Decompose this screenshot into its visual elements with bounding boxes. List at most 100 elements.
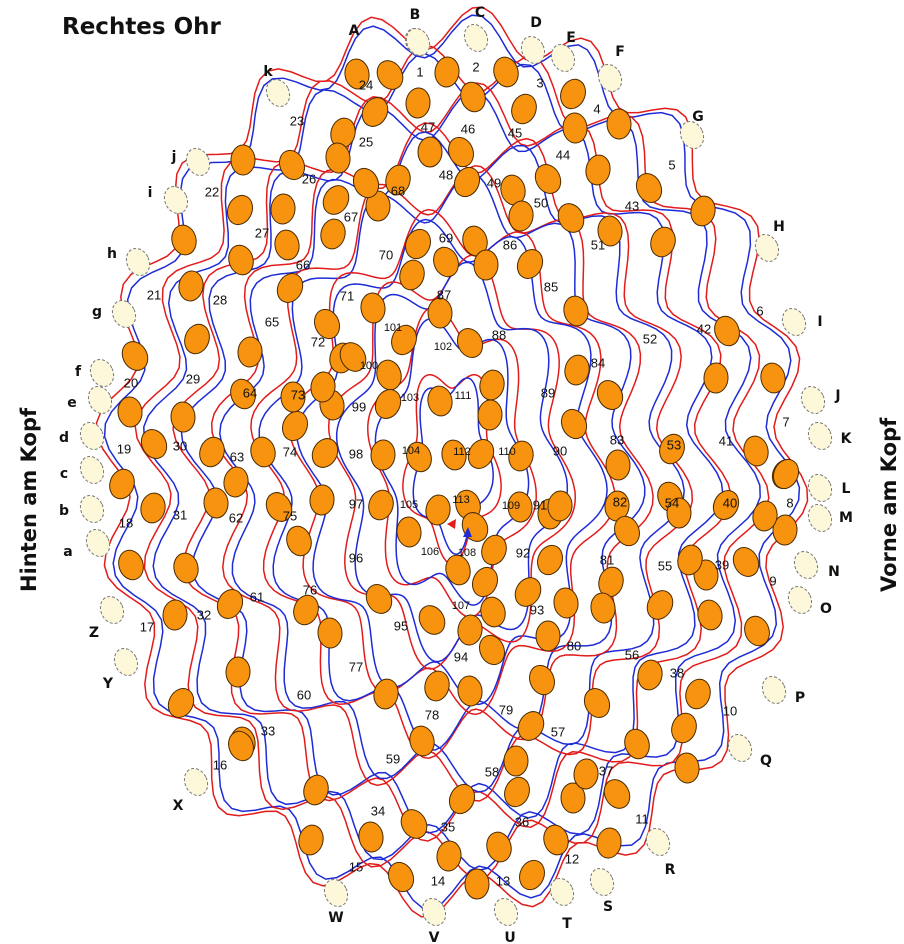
node-numbers: 1 234567891011121314151617181920212223242… [117,59,794,888]
position-marker [597,63,623,93]
position-marker [807,503,833,533]
bead [278,149,306,181]
node-number: 112 [453,446,471,458]
position-marker [85,528,111,558]
bead [373,678,399,710]
bead [436,840,462,872]
bead [293,594,319,626]
red-wire [288,208,616,716]
bead [170,401,196,433]
position-marker [754,233,780,263]
position-marker [807,421,833,451]
bead [712,490,740,520]
bead [637,659,663,691]
bead [121,341,149,371]
node-number: 82 [613,494,627,509]
bead [361,97,389,127]
bead [557,203,585,233]
node-number: 29 [186,371,200,386]
side-label-front: Vorne am Kopf [877,417,901,592]
position-marker [79,455,105,485]
position-letter: R [665,862,676,878]
blue-wire [103,14,801,910]
node-number: 78 [425,707,439,722]
node-number: 59 [386,751,400,766]
position-marker [549,877,575,907]
bead [514,577,542,607]
node-number: 94 [454,649,468,664]
bead [507,491,533,523]
bead [140,492,166,524]
position-marker [493,897,519,927]
node-number: 62 [229,510,243,525]
node-number: 35 [441,819,455,834]
bead [508,440,534,472]
bead [624,728,650,760]
node-number: 43 [625,198,639,213]
bead [424,670,450,702]
bead [368,489,394,521]
node-number: 50 [534,195,548,210]
bead [417,136,443,168]
bead [743,435,769,467]
node-number: 98 [349,446,363,461]
bead [504,776,530,808]
bead [445,554,471,586]
wires [95,6,809,918]
node-number: 113 [452,494,470,506]
position-marker [323,878,349,908]
node-number: 97 [349,496,363,511]
node-number: 11 [635,811,649,826]
position-letter: Y [102,676,114,692]
bead [560,78,586,110]
bead [167,688,195,718]
bead [409,725,435,757]
bead [603,779,631,809]
bead [117,396,143,428]
bead [396,516,422,548]
bead [517,711,545,741]
node-number: 22 [205,184,219,199]
node-number: 71 [340,288,354,303]
node-number: 73 [291,387,305,402]
bead [173,552,199,584]
bead [752,500,778,532]
bead [486,831,512,863]
node-number: 74 [283,444,297,459]
bead [744,615,770,647]
red-wire [210,122,694,802]
position-letter: O [820,601,832,617]
node-number: 90 [553,443,567,458]
bead [543,824,569,856]
bead [391,324,417,356]
bead [583,687,611,719]
position-letter: Z [89,625,99,641]
blue-start-arrow [463,527,472,537]
bead [585,154,611,186]
bead [376,60,404,90]
bead [671,712,697,744]
bead [460,81,486,113]
bead [511,93,537,125]
node-number: 42 [697,321,711,336]
bead [537,544,563,576]
node-number: 53 [667,437,681,452]
bead [237,336,263,368]
position-markers [79,23,833,927]
bead [650,226,676,258]
blue-wire [335,261,569,663]
node-number: 28 [213,292,227,307]
bead [228,244,254,276]
bead [714,315,740,347]
node-number: 93 [530,602,544,617]
bead [590,592,616,624]
bead [614,515,640,547]
bead [480,596,506,628]
position-marker [550,43,576,73]
node-number: 101 [384,322,402,334]
bead [399,259,425,291]
bead [596,380,624,410]
position-letter: T [562,916,572,932]
position-letter: a [63,544,72,560]
bead [690,195,716,227]
